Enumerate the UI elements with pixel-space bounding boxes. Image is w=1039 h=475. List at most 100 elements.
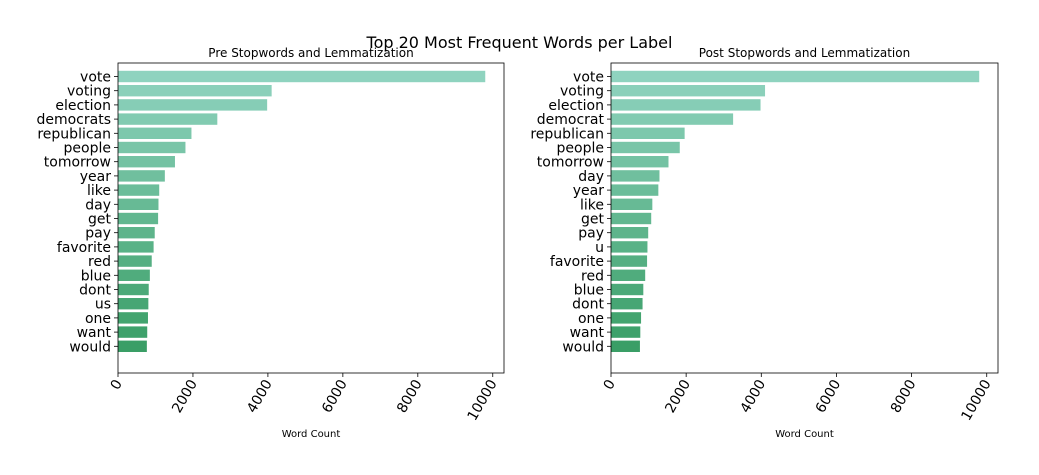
x-tick-label: 0 — [108, 377, 126, 393]
category-label-red: red — [581, 268, 604, 284]
bar-republican — [611, 127, 685, 139]
category-label-favorite: favorite — [57, 240, 111, 256]
bar-blue — [611, 283, 644, 296]
x-axis-label: Word Count — [282, 429, 341, 440]
category-label-want: want — [77, 325, 112, 341]
bar-u — [611, 241, 648, 253]
bar-election — [611, 99, 761, 111]
category-label-favorite: favorite — [550, 254, 604, 270]
category-label-one: one — [578, 311, 604, 327]
category-label-like: like — [87, 183, 111, 199]
bar-day — [118, 198, 159, 210]
bar-year — [611, 184, 659, 196]
category-label-like: like — [580, 197, 604, 213]
bar-us — [118, 298, 149, 310]
x-tick-label: 8000 — [888, 377, 920, 416]
bar-voting — [118, 85, 272, 97]
category-label-people: people — [64, 141, 111, 157]
x-tick-label: 2000 — [169, 377, 201, 416]
x-tick-label: 6000 — [813, 377, 845, 416]
bar-voting — [611, 85, 766, 97]
bar-would — [118, 340, 147, 352]
chart-panel-pre: Pre Stopwords and Lemmatization votevotin… — [36, 46, 505, 440]
bar-get — [118, 212, 159, 225]
category-label-us: us — [95, 297, 111, 313]
x-tick-label: 4000 — [244, 377, 276, 416]
x-tick-label: 4000 — [738, 377, 770, 416]
bar-tomorrow — [118, 156, 175, 168]
category-label-want: want — [570, 325, 605, 341]
bar-one — [611, 312, 642, 324]
bar-want — [611, 326, 641, 338]
plot-frame — [117, 62, 505, 374]
bar-dont — [118, 283, 149, 296]
bar-like — [611, 198, 653, 210]
bar-red — [118, 255, 152, 267]
category-label-blue: blue — [81, 268, 111, 284]
bar-want — [118, 326, 148, 338]
category-label-republican: republican — [37, 126, 111, 142]
category-label-day: day — [578, 169, 604, 185]
category-label-would: would — [562, 339, 604, 355]
bar-tomorrow — [611, 156, 669, 168]
bar-would — [611, 340, 640, 352]
category-label-tomorrow: tomorrow — [537, 155, 604, 171]
category-label-voting: voting — [560, 84, 604, 100]
bar-one — [118, 312, 148, 324]
plot-frame — [610, 62, 999, 374]
bar-pay — [118, 227, 155, 239]
category-label-people: people — [557, 141, 604, 157]
bar-blue — [118, 269, 150, 281]
x-axis-label: Word Count — [775, 429, 834, 440]
bar-people — [611, 141, 680, 154]
category-label-democrats: democrats — [36, 112, 111, 128]
category-label-vote: vote — [573, 70, 604, 86]
bar-day — [611, 170, 660, 182]
category-label-tomorrow: tomorrow — [44, 155, 111, 171]
category-label-election: election — [55, 98, 111, 114]
bar-favorite — [118, 241, 154, 253]
figure-title: Top 20 Most Frequent Words per Label — [366, 33, 673, 52]
category-label-dont: dont — [79, 283, 111, 299]
category-label-one: one — [85, 311, 111, 327]
category-label-would: would — [69, 339, 111, 355]
category-label-year: year — [573, 183, 604, 199]
bar-vote — [611, 70, 980, 83]
category-label-republican: republican — [530, 126, 604, 142]
bar-democrats — [118, 113, 218, 125]
category-label-get: get — [88, 212, 112, 228]
bar-red — [611, 269, 646, 281]
category-label-democrat: democrat — [537, 112, 605, 128]
bar-election — [118, 99, 268, 111]
bar-year — [118, 170, 165, 182]
x-tick-label: 2000 — [662, 377, 694, 416]
bar-get — [611, 212, 652, 225]
x-tick-label: 8000 — [394, 377, 426, 416]
category-label-year: year — [80, 169, 111, 185]
category-label-get: get — [581, 212, 605, 228]
bar-republican — [118, 127, 192, 139]
x-tick-label: 6000 — [319, 377, 351, 416]
category-label-election: election — [548, 98, 604, 114]
bar-like — [118, 184, 160, 196]
chart-title: Post Stopwords and Lemmatization — [699, 46, 910, 60]
x-tick-label: 10000 — [465, 377, 501, 424]
category-label-voting: voting — [67, 84, 111, 100]
bar-favorite — [611, 255, 648, 267]
category-label-pay: pay — [578, 226, 604, 242]
bar-pay — [611, 227, 649, 239]
chart-title: Pre Stopwords and Lemmatization — [208, 46, 413, 60]
category-label-blue: blue — [574, 283, 604, 299]
category-label-vote: vote — [80, 70, 111, 86]
bar-vote — [118, 70, 486, 83]
x-tick-label: 10000 — [959, 377, 995, 424]
category-label-pay: pay — [85, 226, 111, 242]
category-label-day: day — [85, 197, 111, 213]
x-tick-label: 0 — [601, 377, 619, 393]
bar-democrat — [611, 113, 734, 125]
category-label-red: red — [88, 254, 111, 270]
bar-dont — [611, 298, 643, 310]
category-label-dont: dont — [572, 297, 604, 313]
chart-panel-post: Post Stopwords and Lemmatization votevoti… — [530, 46, 999, 440]
